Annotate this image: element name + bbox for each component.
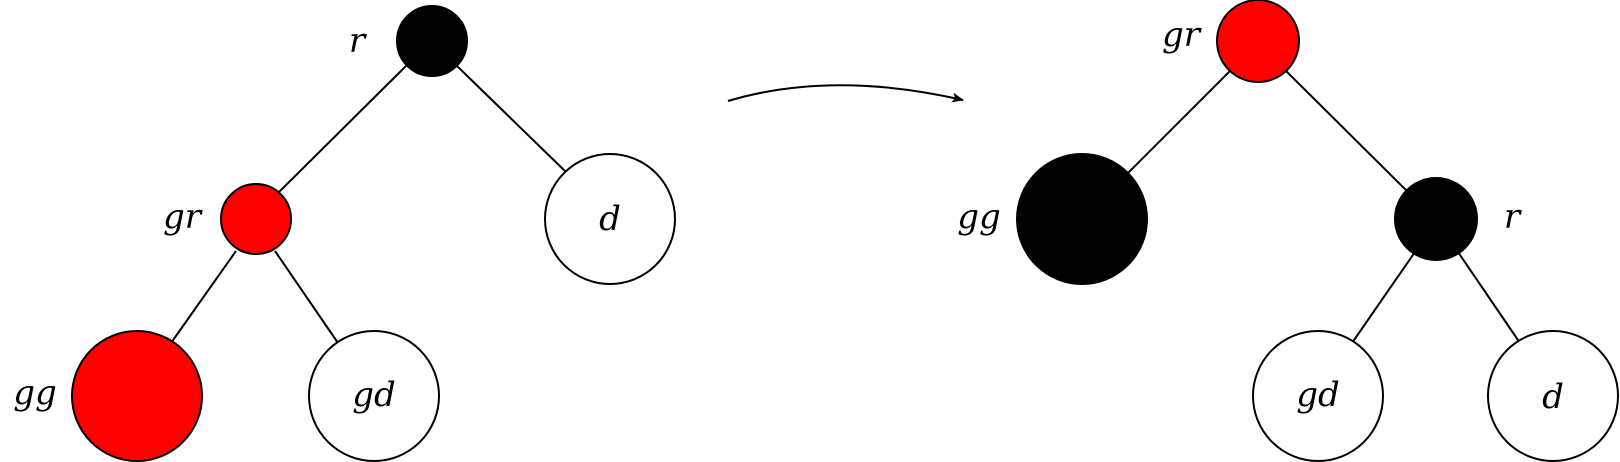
node-r-after xyxy=(1394,177,1478,261)
label-r: r xyxy=(349,21,367,61)
label-d-after: d xyxy=(1542,377,1564,417)
label-gg-after: gg xyxy=(957,197,1001,237)
node-d-after xyxy=(1487,330,1619,462)
label-gr: gr xyxy=(163,197,203,237)
node-gr xyxy=(220,183,292,255)
edge-gr-r-after xyxy=(1282,67,1413,197)
label-gd: gd xyxy=(352,375,396,415)
node-d xyxy=(544,153,676,285)
label-gd-after: gd xyxy=(1296,375,1340,415)
edge-r-d xyxy=(456,65,567,173)
edge-gr-gg xyxy=(170,250,237,344)
label-gg: gg xyxy=(13,373,57,413)
curved-arrow-right-icon xyxy=(727,84,964,103)
edge-r-d-after xyxy=(1457,251,1521,344)
edge-r-gd-after xyxy=(1351,251,1416,344)
label-gr-after: gr xyxy=(1162,15,1202,55)
node-r xyxy=(396,5,468,77)
edge-gr-gd xyxy=(274,250,339,344)
node-gd xyxy=(308,330,440,462)
label-r-after: r xyxy=(1504,197,1522,237)
edge-gr-gg-after xyxy=(1127,67,1234,174)
node-gg-after xyxy=(1016,153,1148,285)
node-gd-after xyxy=(1252,330,1384,462)
label-d: d xyxy=(599,199,621,239)
node-gg xyxy=(71,330,203,462)
after-tree: gr gg r gd d xyxy=(957,0,1619,462)
before-tree: r gr d gg gd xyxy=(13,5,676,462)
node-gr-after xyxy=(1216,0,1300,83)
edge-r-gr xyxy=(277,65,407,194)
